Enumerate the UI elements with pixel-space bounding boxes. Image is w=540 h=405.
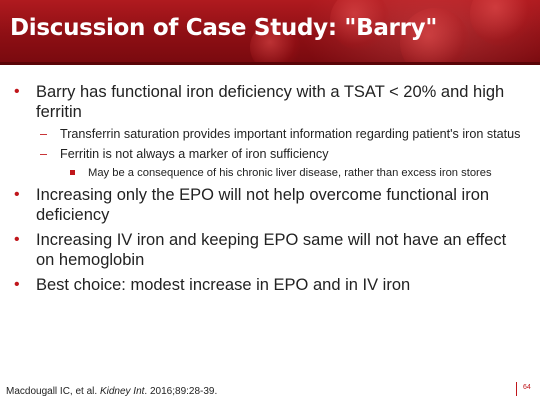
bullet-text: Best choice: modest increase in EPO and … <box>36 276 411 294</box>
bullet-item: • Increasing IV iron and keeping EPO sam… <box>14 230 528 270</box>
dash-marker: – <box>40 127 48 141</box>
sub-sub-bullet-item: May be a consequence of his chronic live… <box>14 166 528 180</box>
square-bullet-icon <box>70 170 75 175</box>
page-number: 64 <box>523 384 531 391</box>
citation-suffix: . 2016;89:28-39. <box>144 386 218 397</box>
bullet-text: Barry has functional iron deficiency wit… <box>36 83 505 121</box>
bullet-marker: • <box>14 231 20 248</box>
blood-cell-decoration <box>330 0 390 50</box>
bullet-item: • Best choice: modest increase in EPO an… <box>14 275 528 295</box>
bullet-item: • Increasing only the EPO will not help … <box>14 185 528 225</box>
slide-title: Discussion of Case Study: "Barry" <box>10 15 438 41</box>
title-underline <box>0 62 540 65</box>
sub-bullet-item: – Ferritin is not always a marker of iro… <box>14 147 528 162</box>
sub-sub-bullet-text: May be a consequence of his chronic live… <box>88 167 492 179</box>
sub-bullet-text: Ferritin is not always a marker of iron … <box>60 147 329 161</box>
bullet-marker: • <box>14 186 20 203</box>
bullet-marker: • <box>14 276 20 293</box>
bullet-item: • Barry has functional iron deficiency w… <box>14 82 528 122</box>
blood-cell-decoration <box>250 22 300 62</box>
sub-bullet-item: – Transferrin saturation provides import… <box>14 127 528 142</box>
page-number-divider <box>516 382 517 396</box>
citation-journal: Kidney Int <box>99 386 145 397</box>
bullet-list: • Barry has functional iron deficiency w… <box>14 82 528 300</box>
sub-bullet-text: Transferrin saturation provides importan… <box>60 127 521 141</box>
bullet-marker: • <box>14 83 20 100</box>
citation: Macdougall IC, et al. Kidney Int. 2016;8… <box>6 386 217 397</box>
citation-prefix: Macdougall IC, et al. <box>6 386 100 397</box>
bullet-text: Increasing IV iron and keeping EPO same … <box>36 231 507 269</box>
bullet-text: Increasing only the EPO will not help ov… <box>36 186 490 224</box>
title-bar: Discussion of Case Study: "Barry" <box>0 0 540 62</box>
dash-marker: – <box>40 147 48 161</box>
blood-cell-decoration <box>400 8 470 62</box>
